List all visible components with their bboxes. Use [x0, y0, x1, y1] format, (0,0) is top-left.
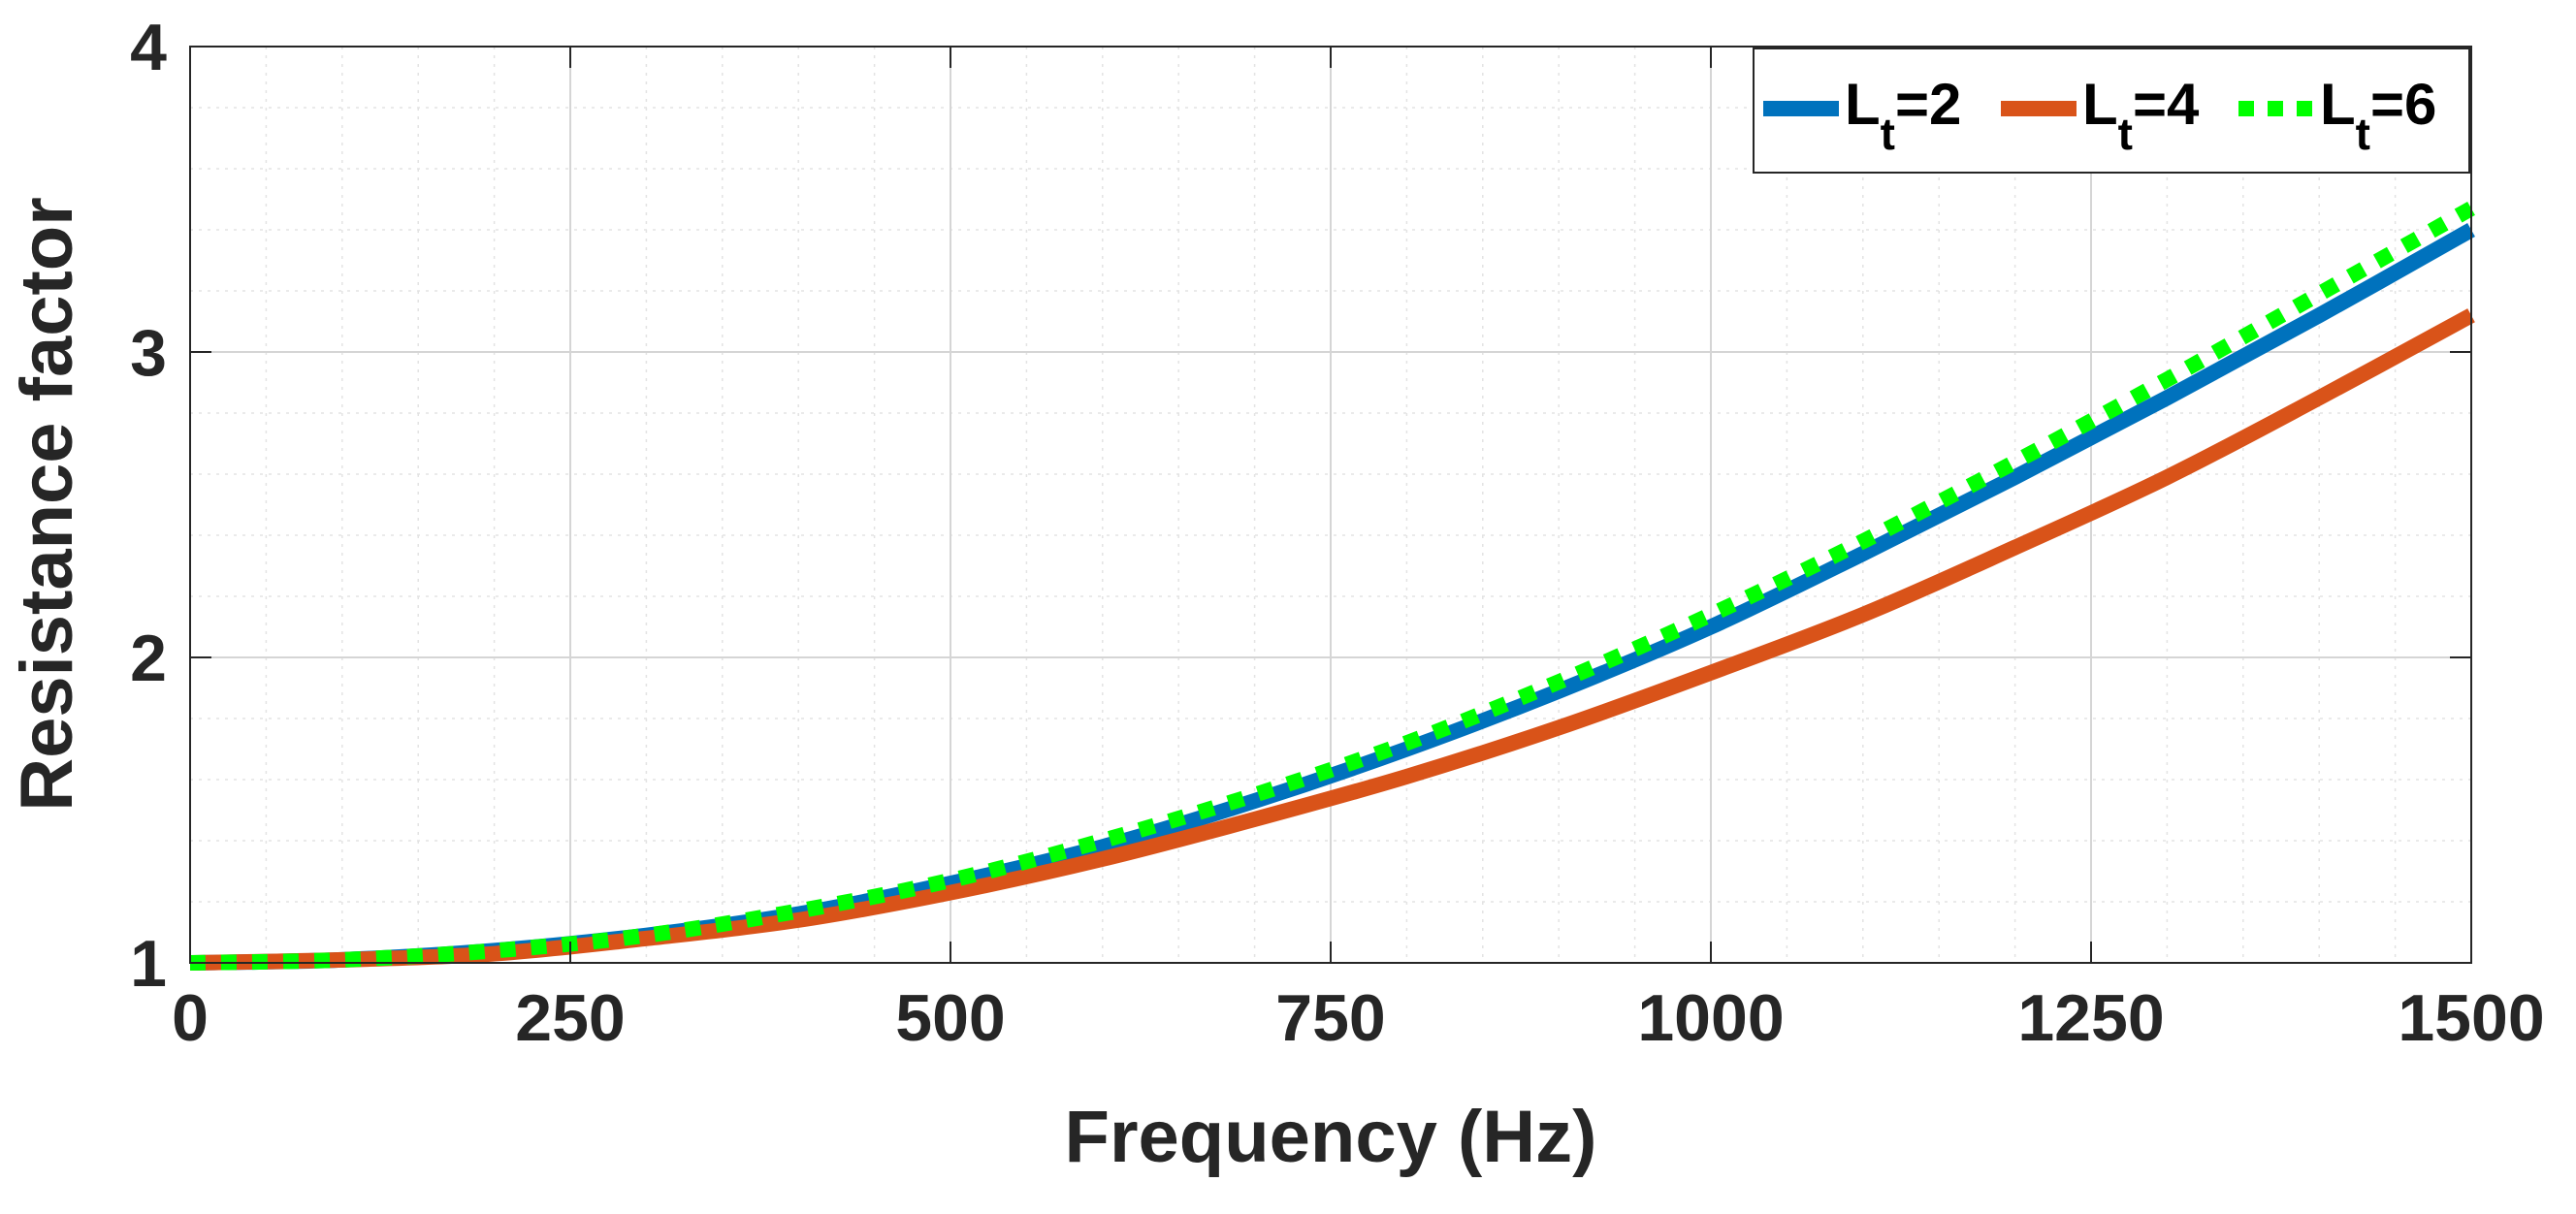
x-tick-label: 1250 [2017, 981, 2164, 1055]
y-tick-label: 2 [130, 622, 167, 695]
x-tick-label: 1000 [1637, 981, 1784, 1055]
legend: Lt=2 Lt=4 Lt=6 [1753, 48, 2470, 174]
x-tick-label: 0 [172, 981, 209, 1055]
series-line-lt-4 [189, 308, 2475, 971]
x-axis-label: Frequency (Hz) [1065, 1096, 1597, 1178]
series-layer [189, 201, 2475, 971]
y-tick-label: 4 [130, 11, 167, 84]
y-tick-labels: 1 2 3 4 [130, 11, 167, 1001]
legend-label: Lt=2 [1845, 72, 1961, 159]
x-tick-label: 500 [895, 981, 1005, 1055]
x-tick-label: 250 [515, 981, 625, 1055]
x-tick-labels: 0 250 500 750 1000 1250 1500 [172, 981, 2545, 1055]
y-axis-label: Resistance factor [6, 197, 88, 812]
legend-label: Lt=6 [2320, 72, 2436, 159]
x-tick-label: 1500 [2398, 981, 2544, 1055]
legend-box [1753, 48, 2470, 174]
legend-label: Lt=4 [2082, 72, 2200, 159]
y-tick-label: 1 [130, 927, 167, 1001]
axis-ticks [189, 46, 2472, 964]
y-tick-label: 3 [130, 316, 167, 390]
x-tick-label: 750 [1275, 981, 1385, 1055]
